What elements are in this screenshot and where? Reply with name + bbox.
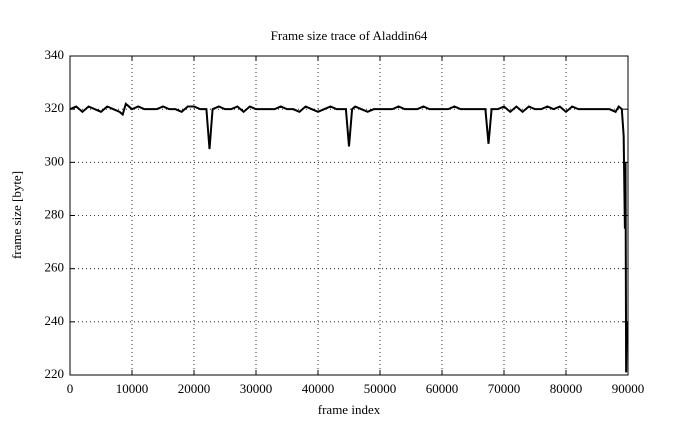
y-axis-label: frame size [byte]	[9, 171, 24, 259]
x-tick-label: 50000	[364, 381, 397, 396]
x-tick-label: 20000	[178, 381, 211, 396]
y-tick-label: 260	[45, 260, 65, 275]
x-tick-label: 70000	[488, 381, 521, 396]
data-line	[69, 102, 628, 373]
y-tick-label: 280	[45, 206, 65, 221]
y-tick-label: 340	[45, 47, 65, 62]
y-tick-label: 220	[45, 366, 65, 381]
y-tick-label: 300	[45, 153, 65, 168]
y-tick-label: 240	[45, 313, 65, 328]
x-axis-label: frame index	[318, 402, 381, 417]
x-tick-label: 60000	[426, 381, 459, 396]
x-tick-label: 0	[67, 381, 74, 396]
x-tick-label: 80000	[550, 381, 583, 396]
x-tick-label: 30000	[240, 381, 273, 396]
x-tick-label: 90000	[612, 381, 645, 396]
y-tick-label: 320	[45, 100, 65, 115]
chart-title: Frame size trace of Aladdin64	[271, 28, 428, 43]
x-tick-label: 40000	[302, 381, 335, 396]
x-tick-label: 10000	[116, 381, 149, 396]
plot-frame	[69, 55, 629, 376]
